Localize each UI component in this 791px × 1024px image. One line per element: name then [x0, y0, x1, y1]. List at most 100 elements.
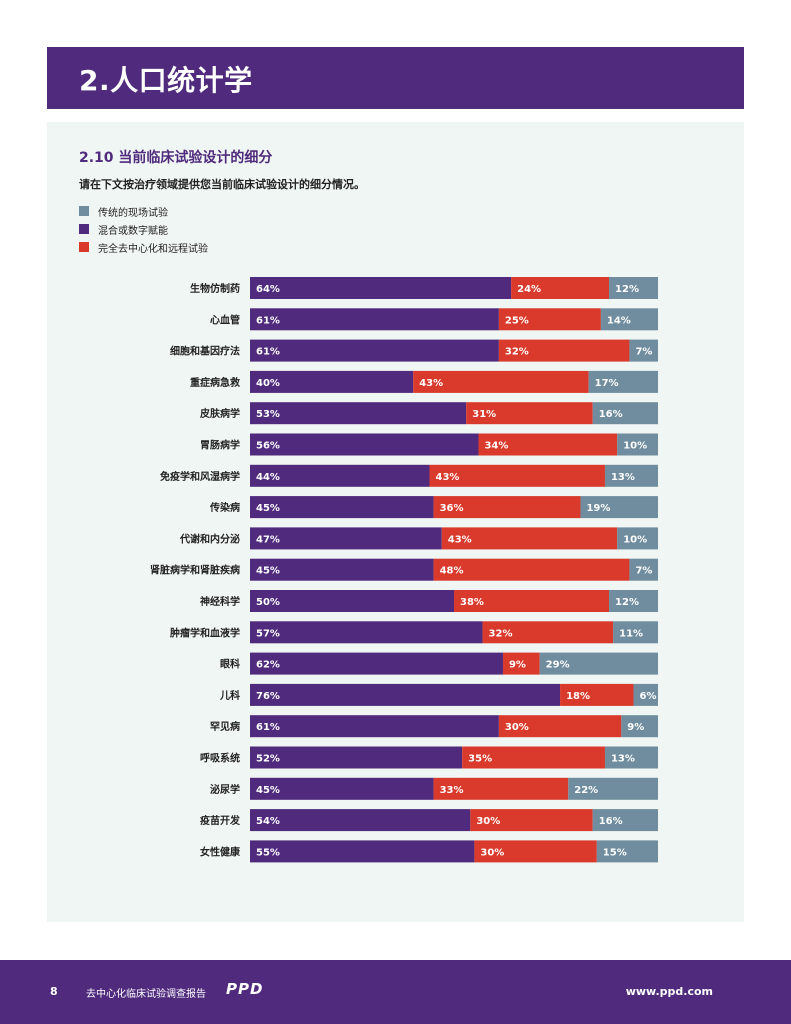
legend-swatch-decentralized: [79, 242, 89, 252]
legend-item-traditional: 传统的现场试验: [79, 202, 208, 220]
data-label-traditional: 13%: [611, 754, 635, 765]
category-label: 重症病急救: [190, 376, 240, 389]
question-text: 请在下文按治疗领域提供您当前临床试验设计的细分情况。: [79, 178, 365, 191]
legend-item-hybrid: 混合或数字赋能: [79, 220, 208, 238]
category-label: 肾脏病学和肾脏疾病: [150, 564, 240, 577]
bar-segment-decentralized: [454, 590, 610, 612]
bar-segment-traditional: [629, 558, 658, 581]
data-label-decentralized: 34%: [484, 441, 508, 452]
bar-segment-traditional: [592, 809, 658, 832]
bar-segment-traditional: [592, 402, 658, 425]
bar-segment-traditional: [633, 683, 658, 706]
bar-segment-decentralized: [511, 277, 610, 299]
data-label-decentralized: 24%: [517, 284, 541, 295]
bar-segment-decentralized: [498, 715, 622, 738]
category-label: 眼科: [220, 658, 240, 671]
category-label: 胃肠病学: [200, 439, 240, 452]
bar-segment-hybrid: [250, 402, 467, 425]
category-label: 生物仿制药: [190, 282, 240, 295]
data-label-hybrid: 62%: [256, 660, 280, 671]
bar-segment-hybrid: [250, 652, 503, 675]
data-label-traditional: 15%: [603, 847, 627, 858]
category-label: 细胞和基因疗法: [170, 345, 240, 358]
legend-item-decentralized: 完全去中心化和远程试验: [79, 238, 208, 256]
bar-segment-hybrid: [250, 496, 434, 519]
category-label: 疫苗开发: [200, 814, 241, 827]
data-label-traditional: 16%: [599, 409, 623, 420]
bar-segment-hybrid: [250, 840, 475, 863]
bar-segment-traditional: [580, 496, 658, 519]
data-label-hybrid: 64%: [256, 284, 280, 295]
data-label-hybrid: 61%: [256, 315, 280, 326]
category-label: 泌尿学: [210, 783, 240, 796]
website-link[interactable]: www.ppd.com: [625, 985, 713, 998]
data-label-decentralized: 30%: [505, 722, 529, 733]
page-title: 2.人口统计学: [79, 64, 253, 97]
data-label-hybrid: 53%: [256, 409, 280, 420]
bar-segment-hybrid: [250, 527, 442, 550]
bar-segment-decentralized: [470, 809, 593, 832]
bar-segment-traditional: [609, 277, 658, 299]
category-label: 皮肤病学: [199, 407, 240, 420]
category-label: 儿科: [219, 689, 240, 702]
data-label-hybrid: 52%: [256, 754, 280, 765]
bar-segment-traditional: [588, 370, 658, 393]
bar-segment-hybrid: [250, 339, 499, 362]
bar-segment-traditional: [539, 652, 658, 675]
legend-swatch-hybrid: [79, 224, 89, 234]
bar-segment-decentralized: [498, 308, 601, 331]
bar-segment-hybrid: [250, 277, 512, 299]
data-label-traditional: 16%: [599, 816, 623, 827]
legend: 传统的现场试验 混合或数字赋能 完全去中心化和远程试验: [79, 202, 208, 256]
bar-segment-hybrid: [250, 370, 414, 393]
data-label-hybrid: 61%: [256, 722, 280, 733]
bar-segment-traditional: [617, 527, 658, 550]
data-label-decentralized: 38%: [460, 597, 484, 608]
data-label-hybrid: 54%: [256, 816, 280, 827]
legend-swatch-traditional: [79, 206, 89, 216]
legend-label-decentralized: 完全去中心化和远程试验: [98, 243, 208, 255]
report-name: 去中心化临床试验调查报告: [86, 989, 206, 1000]
category-label: 心血管: [210, 313, 240, 326]
category-label: 神经科学: [200, 595, 240, 608]
data-label-decentralized: 35%: [468, 754, 492, 765]
category-label: 传染病: [209, 501, 240, 514]
data-label-decentralized: 43%: [448, 534, 472, 545]
data-label-hybrid: 45%: [256, 785, 280, 796]
chart-panel: 2.10 当前临床试验设计的细分 请在下文按治疗领域提供您当前临床试验设计的细分…: [47, 122, 744, 922]
data-label-traditional: 29%: [546, 660, 570, 671]
stacked-bar-chart: 生物仿制药 64% 24% 12% 心血管 61% 25% 14% 细胞和基因疗法 61% 32% 7…: [150, 277, 658, 863]
bar-segment-decentralized: [413, 370, 589, 393]
data-label-traditional: 14%: [607, 315, 631, 326]
bar-segment-traditional: [596, 840, 658, 863]
data-label-decentralized: 43%: [419, 378, 443, 389]
data-label-hybrid: 47%: [256, 534, 280, 545]
bar-segment-hybrid: [250, 683, 561, 706]
data-label-traditional: 11%: [619, 628, 643, 639]
bar-segment-traditional: [617, 433, 658, 456]
bar-segment-decentralized: [560, 683, 634, 706]
data-label-hybrid: 76%: [256, 691, 280, 702]
bar-segment-hybrid: [250, 715, 499, 738]
bar-segment-decentralized: [462, 746, 605, 769]
bar-segment-decentralized: [429, 464, 605, 487]
bar-segment-decentralized: [478, 433, 618, 456]
bar-segment-traditional: [568, 777, 658, 800]
category-label: 呼吸系统: [200, 752, 240, 765]
data-label-hybrid: 45%: [256, 503, 280, 514]
section-title: 2.10 当前临床试验设计的细分: [79, 150, 273, 166]
bar-segment-traditional: [609, 590, 658, 612]
bar-segment-decentralized: [433, 777, 569, 800]
data-label-traditional: 7%: [635, 347, 652, 358]
bar-segment-hybrid: [250, 558, 434, 581]
legend-label-traditional: 传统的现场试验: [98, 207, 168, 219]
data-label-traditional: 22%: [574, 785, 598, 796]
bar-segment-traditional: [600, 308, 658, 331]
page-number: 8: [50, 985, 58, 998]
bar-segment-traditional: [604, 746, 658, 769]
bar-segment-hybrid: [250, 464, 430, 487]
ppd-logo: PPD: [226, 980, 263, 998]
data-label-traditional: 7%: [635, 566, 652, 577]
data-label-traditional: 12%: [615, 284, 639, 295]
data-label-traditional: 6%: [640, 691, 657, 702]
